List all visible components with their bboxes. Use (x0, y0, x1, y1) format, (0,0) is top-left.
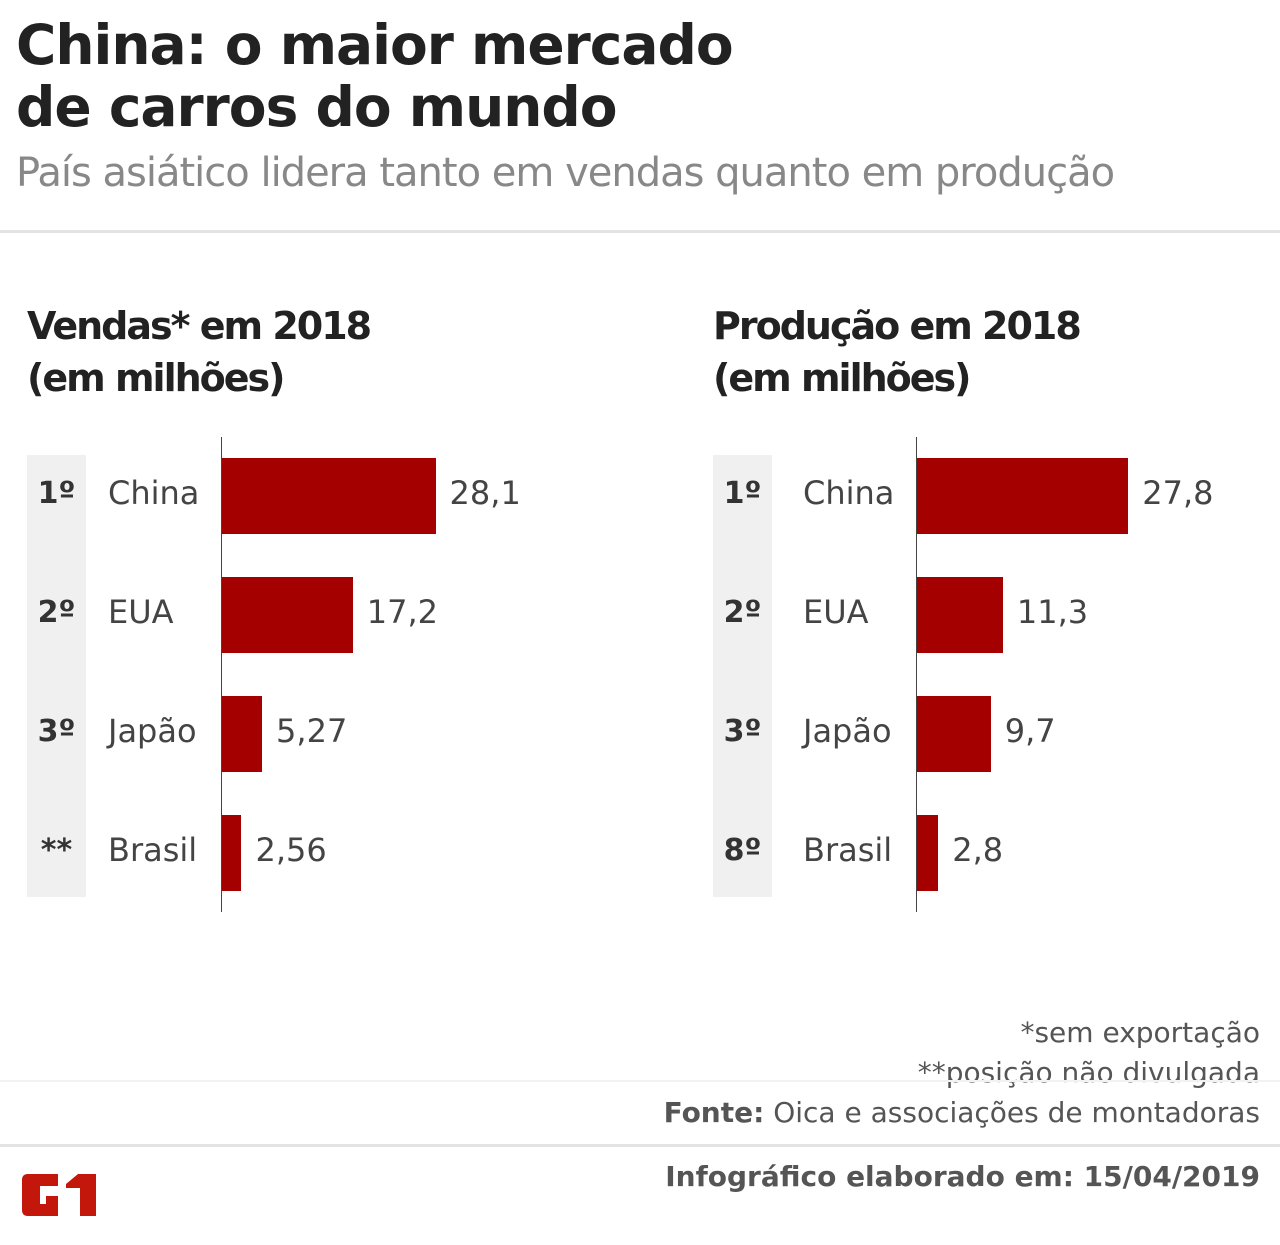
data-label: 11,3 (1016, 593, 1089, 631)
bar (917, 458, 1129, 534)
rank-column (713, 455, 772, 897)
divider (0, 230, 1280, 233)
chart-title-line-2: (em milhões) (713, 356, 972, 400)
category-label: EUA (108, 593, 174, 631)
rank-label: 1º (723, 476, 762, 511)
chart-title: Produção em 2018 (em milhões) (713, 300, 1082, 404)
bar (222, 458, 436, 534)
category-label: China (803, 474, 895, 512)
data-label: 2,8 (952, 831, 1004, 869)
bar (917, 815, 939, 891)
g1-logo (22, 1174, 96, 1216)
subtitle: País asiático lidera tanto em vendas qua… (16, 150, 1115, 196)
rank-label: 1º (37, 476, 76, 511)
category-label: Japão (803, 712, 892, 750)
bar (222, 577, 353, 653)
rank-label: 3º (723, 714, 762, 749)
divider (0, 1080, 1280, 1082)
category-label: EUA (803, 593, 869, 631)
category-label: Brasil (803, 831, 893, 869)
data-label: 2,56 (255, 831, 327, 869)
source-text: Oica e associações de montadoras (764, 1096, 1260, 1129)
data-label: 27,8 (1142, 474, 1214, 512)
infographic-date: Infográfico elaborado em: 15/04/2019 (665, 1160, 1260, 1193)
sales-chart: Vendas* em 2018 (em milhões) 1º China 28,1 2º… (27, 300, 627, 920)
title-line-2: de carros do mundo (16, 75, 618, 139)
category-label: Brasil (108, 831, 198, 869)
rank-label: ** (40, 833, 73, 868)
chart-title-line-2: (em milhões) (27, 356, 286, 400)
axis-line (221, 437, 222, 912)
category-label: Japão (108, 712, 197, 750)
data-label: 9,7 (1004, 712, 1056, 750)
data-label: 28,1 (449, 474, 521, 512)
rank-column (27, 455, 86, 897)
data-label: 17,2 (366, 593, 438, 631)
data-label: 5,27 (276, 712, 348, 750)
chart-title-line-1: Produção em 2018 (713, 304, 1082, 348)
rank-label: 2º (723, 595, 762, 630)
bar (917, 577, 1003, 653)
note-no-export: *sem exportação (1020, 1016, 1260, 1049)
chart-title: Vendas* em 2018 (em milhões) (27, 300, 372, 404)
rank-label: 2º (37, 595, 76, 630)
note-position-undisclosed: **posição não divulgada (917, 1056, 1260, 1089)
bar (222, 696, 263, 772)
title-line-1: China: o maior mercado (16, 13, 734, 77)
axis-line (916, 437, 917, 912)
production-chart: Produção em 2018 (em milhões) 1º China 27,8 2… (713, 300, 1280, 920)
category-label: China (108, 474, 200, 512)
divider (0, 1144, 1280, 1147)
rank-label: 8º (723, 833, 762, 868)
page-title: China: o maior mercado de carros do mund… (16, 13, 734, 139)
rank-label: 3º (37, 714, 76, 749)
bar (222, 815, 242, 891)
source: Fonte: Oica e associações de montadoras (664, 1096, 1260, 1129)
source-label: Fonte: (663, 1096, 765, 1129)
chart-title-line-1: Vendas* em 2018 (27, 304, 372, 348)
bar (917, 696, 991, 772)
